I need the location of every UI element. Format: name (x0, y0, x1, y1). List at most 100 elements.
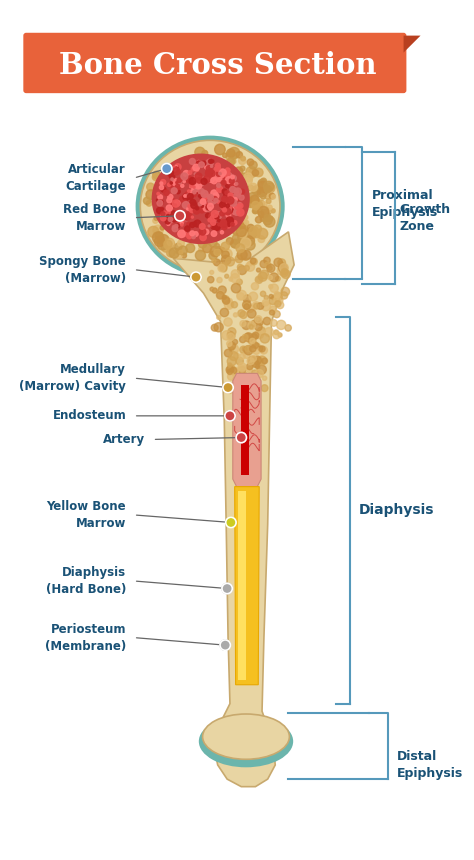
Circle shape (256, 200, 264, 208)
Circle shape (173, 168, 180, 175)
Circle shape (267, 216, 273, 221)
Circle shape (180, 183, 182, 186)
Circle shape (225, 191, 229, 195)
Circle shape (265, 183, 275, 193)
Circle shape (229, 345, 238, 353)
Circle shape (193, 164, 200, 171)
Circle shape (179, 250, 182, 254)
Circle shape (240, 346, 247, 353)
Circle shape (217, 186, 223, 193)
Circle shape (223, 153, 227, 157)
Circle shape (228, 298, 232, 304)
Circle shape (218, 286, 226, 294)
Circle shape (237, 192, 241, 196)
Circle shape (246, 364, 253, 370)
Circle shape (253, 347, 260, 354)
Circle shape (190, 200, 196, 206)
Circle shape (263, 317, 271, 325)
Circle shape (274, 330, 278, 335)
Circle shape (176, 166, 178, 168)
Circle shape (166, 249, 175, 257)
Circle shape (270, 273, 278, 282)
Circle shape (235, 167, 243, 175)
Circle shape (240, 371, 244, 375)
Circle shape (208, 218, 211, 222)
Circle shape (160, 182, 163, 185)
Circle shape (180, 218, 182, 220)
Circle shape (241, 376, 247, 381)
Polygon shape (240, 491, 243, 680)
Circle shape (234, 209, 240, 215)
Circle shape (208, 225, 210, 227)
Circle shape (230, 273, 239, 283)
Circle shape (280, 268, 288, 277)
Circle shape (190, 158, 195, 164)
Circle shape (201, 197, 209, 205)
Circle shape (226, 182, 231, 188)
Circle shape (258, 179, 266, 187)
Circle shape (226, 206, 229, 209)
Circle shape (211, 190, 218, 196)
Circle shape (231, 302, 237, 308)
Circle shape (214, 322, 223, 332)
Circle shape (182, 253, 187, 258)
Circle shape (223, 221, 225, 223)
Text: Yellow Bone
Marrow: Yellow Bone Marrow (46, 500, 126, 530)
Text: Periosteum
(Membrane): Periosteum (Membrane) (45, 623, 126, 653)
Text: Diaphysis: Diaphysis (359, 503, 435, 517)
Circle shape (271, 194, 275, 199)
Circle shape (238, 363, 246, 371)
Circle shape (252, 370, 258, 377)
Circle shape (153, 232, 164, 243)
Circle shape (235, 255, 243, 262)
Circle shape (224, 206, 231, 213)
Circle shape (237, 292, 244, 300)
Circle shape (167, 211, 170, 214)
Circle shape (232, 179, 235, 181)
Circle shape (221, 222, 225, 225)
Circle shape (258, 346, 263, 351)
Polygon shape (243, 491, 246, 680)
Circle shape (282, 268, 288, 274)
Polygon shape (233, 373, 261, 487)
Circle shape (228, 342, 236, 350)
Text: Distal
Epiphysis: Distal Epiphysis (397, 750, 463, 780)
Circle shape (181, 184, 184, 187)
Circle shape (231, 175, 237, 181)
Circle shape (276, 301, 284, 309)
Circle shape (219, 169, 226, 176)
Circle shape (178, 215, 184, 221)
Circle shape (208, 276, 214, 283)
Circle shape (251, 321, 257, 327)
Circle shape (269, 208, 273, 212)
Circle shape (252, 209, 257, 213)
Circle shape (225, 208, 231, 215)
Circle shape (240, 189, 245, 194)
Circle shape (237, 209, 244, 216)
Circle shape (216, 171, 221, 176)
Circle shape (236, 151, 243, 158)
Circle shape (253, 200, 263, 210)
Circle shape (252, 302, 260, 310)
Circle shape (191, 216, 193, 218)
Circle shape (173, 200, 176, 205)
Circle shape (226, 176, 232, 183)
Circle shape (236, 204, 238, 206)
Circle shape (228, 373, 235, 380)
Circle shape (152, 174, 159, 181)
Circle shape (246, 262, 255, 271)
Circle shape (222, 296, 229, 303)
Circle shape (226, 366, 234, 373)
Circle shape (282, 270, 290, 279)
Circle shape (274, 296, 283, 304)
Circle shape (242, 173, 246, 178)
Circle shape (188, 205, 191, 207)
Circle shape (262, 302, 271, 310)
Circle shape (228, 363, 232, 367)
Circle shape (171, 187, 177, 194)
Circle shape (153, 171, 160, 179)
Circle shape (189, 177, 196, 185)
Circle shape (148, 226, 159, 237)
Circle shape (208, 194, 210, 197)
Circle shape (210, 165, 212, 168)
